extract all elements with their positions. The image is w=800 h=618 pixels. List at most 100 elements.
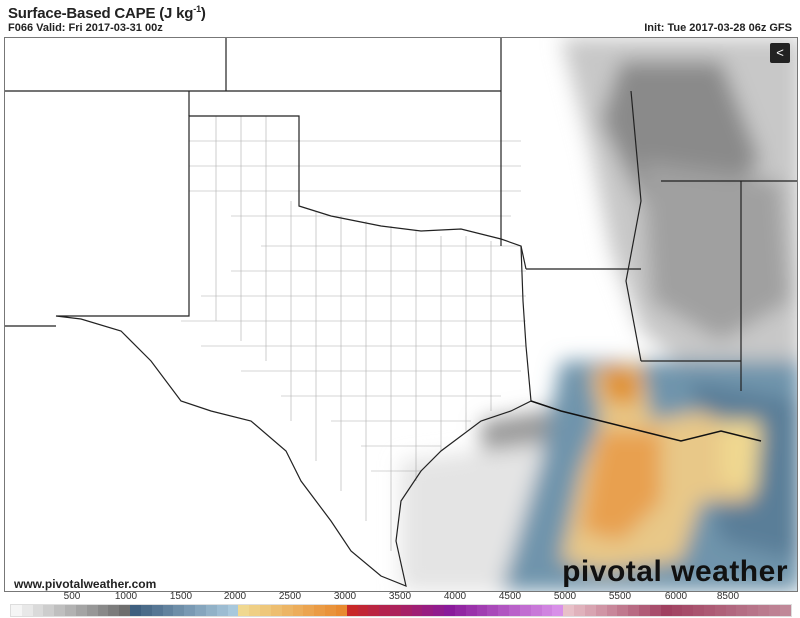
colorbar-swatch xyxy=(260,605,271,616)
colorbar-swatch xyxy=(639,605,650,616)
colorbar-swatch xyxy=(346,605,358,616)
colorbar-swatch xyxy=(747,605,759,616)
colorbar-swatch xyxy=(519,605,531,616)
colorbar-swatch xyxy=(75,605,87,616)
colorbar-swatch xyxy=(65,605,76,616)
colorbar-label: 8500 xyxy=(716,591,740,602)
colorbar-swatch xyxy=(682,605,694,616)
colorbar-swatch xyxy=(249,605,261,616)
colorbar-label: 1500 xyxy=(169,591,193,602)
colorbar-swatch xyxy=(205,605,217,616)
county-lines xyxy=(181,116,526,551)
colorbar-label: 2000 xyxy=(223,591,247,602)
valid-time: F066 Valid: Fri 2017-03-31 00z xyxy=(8,22,163,34)
colorbar-swatch xyxy=(714,605,726,616)
colorbar-swatch xyxy=(660,605,672,616)
colorbar-swatch xyxy=(606,605,618,616)
colorbar-swatch xyxy=(433,605,445,616)
colorbar-swatch xyxy=(509,605,520,616)
map-title: Surface-Based CAPE (J kg-1) xyxy=(8,4,206,22)
share-icon: < xyxy=(776,45,784,60)
colorbar-swatch xyxy=(552,605,564,616)
colorbar-swatch xyxy=(238,605,250,616)
colorbar-swatch xyxy=(108,605,120,616)
colorbar-swatch xyxy=(563,605,575,616)
colorbar-label: 1000 xyxy=(114,591,138,602)
colorbar-swatch xyxy=(140,605,152,616)
colorbar-swatch xyxy=(11,605,22,616)
init-time: Init: Tue 2017-03-28 06z GFS xyxy=(644,22,792,34)
colorbar-swatch xyxy=(693,605,704,616)
colorbar-swatch xyxy=(292,605,304,616)
colorbar-swatch xyxy=(184,605,196,616)
colorbar-swatch xyxy=(389,605,401,616)
brand-logo: pivotal weather xyxy=(562,555,788,588)
colorbar-swatch xyxy=(335,605,347,616)
colorbar-swatch xyxy=(649,605,661,616)
colorbar-swatch xyxy=(454,605,466,616)
colorbar-swatch xyxy=(97,605,109,616)
colorbar-swatch xyxy=(151,605,163,616)
colorbar-label: 4000 xyxy=(443,591,467,602)
colorbar-swatch xyxy=(216,605,228,616)
colorbar-swatch xyxy=(162,605,174,616)
colorbar-swatch xyxy=(444,605,455,616)
map-svg xyxy=(5,38,797,591)
colorbar-swatch xyxy=(758,605,769,616)
colorbar-swatch xyxy=(21,605,33,616)
colorbar-swatch xyxy=(768,605,780,616)
colorbar-swatch xyxy=(617,605,629,616)
colorbar-swatch xyxy=(379,605,390,616)
colorbar-swatch xyxy=(357,605,369,616)
colorbar-swatch xyxy=(325,605,336,616)
colorbar-swatch xyxy=(487,605,499,616)
colorbar-swatch xyxy=(465,605,477,616)
colorbar-label: 2500 xyxy=(278,591,302,602)
colorbar-label: 5500 xyxy=(608,591,632,602)
colorbar-swatch xyxy=(303,605,315,616)
colorbar-swatch xyxy=(270,605,282,616)
colorbar-label: 4500 xyxy=(498,591,522,602)
colorbar-swatch xyxy=(628,605,640,616)
colorbar-swatch xyxy=(595,605,607,616)
website-label: www.pivotalweather.com xyxy=(14,577,157,591)
colorbar-swatch xyxy=(43,605,55,616)
colorbar-swatch xyxy=(173,605,185,616)
share-button[interactable]: < xyxy=(770,43,790,63)
colorbar-swatch xyxy=(498,605,510,616)
colorbar-swatch xyxy=(476,605,488,616)
colorbar-label: 3000 xyxy=(333,591,357,602)
colorbar-swatch xyxy=(281,605,293,616)
colorbar-swatch xyxy=(736,605,748,616)
colorbar-swatch xyxy=(725,605,737,616)
colorbar-labels: 500 1000 1500 2000 2500 3000 3500 4000 4500 5000 5… xyxy=(0,591,800,603)
colorbar-swatch xyxy=(530,605,542,616)
colorbar-label: 5000 xyxy=(553,591,577,602)
colorbar-swatch xyxy=(195,605,206,616)
colorbar-swatch xyxy=(541,605,553,616)
texas-outline xyxy=(55,115,532,587)
colorbar-swatch xyxy=(574,605,585,616)
colorbar-swatch xyxy=(411,605,423,616)
colorbar-swatch xyxy=(671,605,683,616)
colorbar-swatch xyxy=(54,605,66,616)
state-borders xyxy=(5,38,797,587)
colorbar-label: 500 xyxy=(63,591,81,602)
colorbar-swatch xyxy=(779,605,791,616)
colorbar-label: 6000 xyxy=(664,591,688,602)
colorbar-swatch xyxy=(119,605,131,616)
colorbar-swatch xyxy=(32,605,44,616)
colorbar xyxy=(10,604,792,617)
colorbar-swatch xyxy=(584,605,596,616)
colorbar-swatch xyxy=(314,605,326,616)
colorbar-swatch xyxy=(86,605,98,616)
colorbar-label: 3500 xyxy=(388,591,412,602)
cape-map xyxy=(4,37,798,592)
colorbar-swatch xyxy=(130,605,141,616)
cape-shading xyxy=(401,38,797,591)
colorbar-swatch xyxy=(400,605,412,616)
colorbar-swatch xyxy=(704,605,715,616)
colorbar-swatch xyxy=(227,605,239,616)
colorbar-swatch xyxy=(368,605,380,616)
colorbar-swatch xyxy=(422,605,434,616)
